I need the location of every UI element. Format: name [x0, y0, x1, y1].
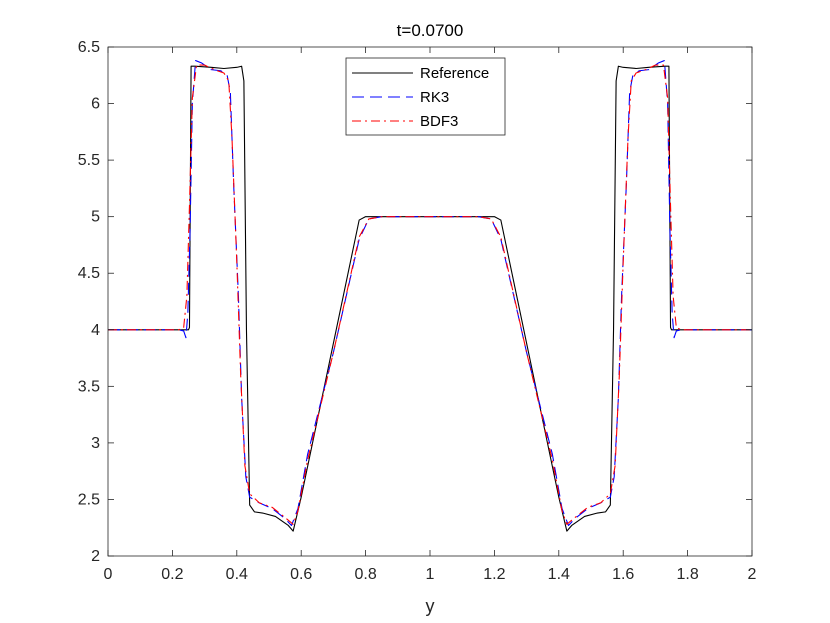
- x-tick-label: 1.2: [483, 566, 505, 583]
- x-axis-label: y: [426, 596, 435, 616]
- chart-title: t=0.0700: [397, 21, 464, 40]
- legend-label-rk3: RK3: [420, 89, 449, 106]
- y-tick-label: 4.5: [78, 265, 100, 282]
- x-tick-label: 1.8: [676, 566, 698, 583]
- x-tick-label: 0.2: [161, 566, 183, 583]
- series-layer: [108, 60, 752, 532]
- y-tick-label: 4: [91, 322, 100, 339]
- y-tick-label: 6: [91, 96, 100, 113]
- legend: Reference RK3 BDF3: [345, 57, 506, 136]
- x-tick-label: 0.6: [290, 566, 312, 583]
- x-tick-label: 1.4: [548, 566, 570, 583]
- series-line-bdf3: [108, 64, 752, 525]
- y-axis: 2 2.5 3 3.5 4 4.5 5 5.5 6 6.5: [78, 39, 752, 565]
- x-tick-label: 0: [104, 566, 113, 583]
- x-tick-label: 1: [426, 566, 435, 583]
- y-tick-label: 3: [91, 435, 100, 452]
- x-tick-label: 0.4: [226, 566, 248, 583]
- x-tick-label: 0.8: [354, 566, 376, 583]
- y-tick-label: 5: [91, 209, 100, 226]
- y-tick-label: 6.5: [78, 39, 100, 56]
- legend-label-reference: Reference: [420, 65, 489, 82]
- x-tick-label: 1.6: [612, 566, 634, 583]
- y-tick-label: 3.5: [78, 378, 100, 395]
- y-tick-label: 2: [91, 548, 100, 565]
- y-tick-label: 5.5: [78, 152, 100, 169]
- x-axis: 0 0.2 0.4 0.6 0.8 1 1.2 1.4 1.6 1.8 2: [104, 47, 757, 583]
- x-tick-label: 2: [748, 566, 757, 583]
- legend-label-bdf3: BDF3: [420, 113, 458, 130]
- y-tick-label: 2.5: [78, 491, 100, 508]
